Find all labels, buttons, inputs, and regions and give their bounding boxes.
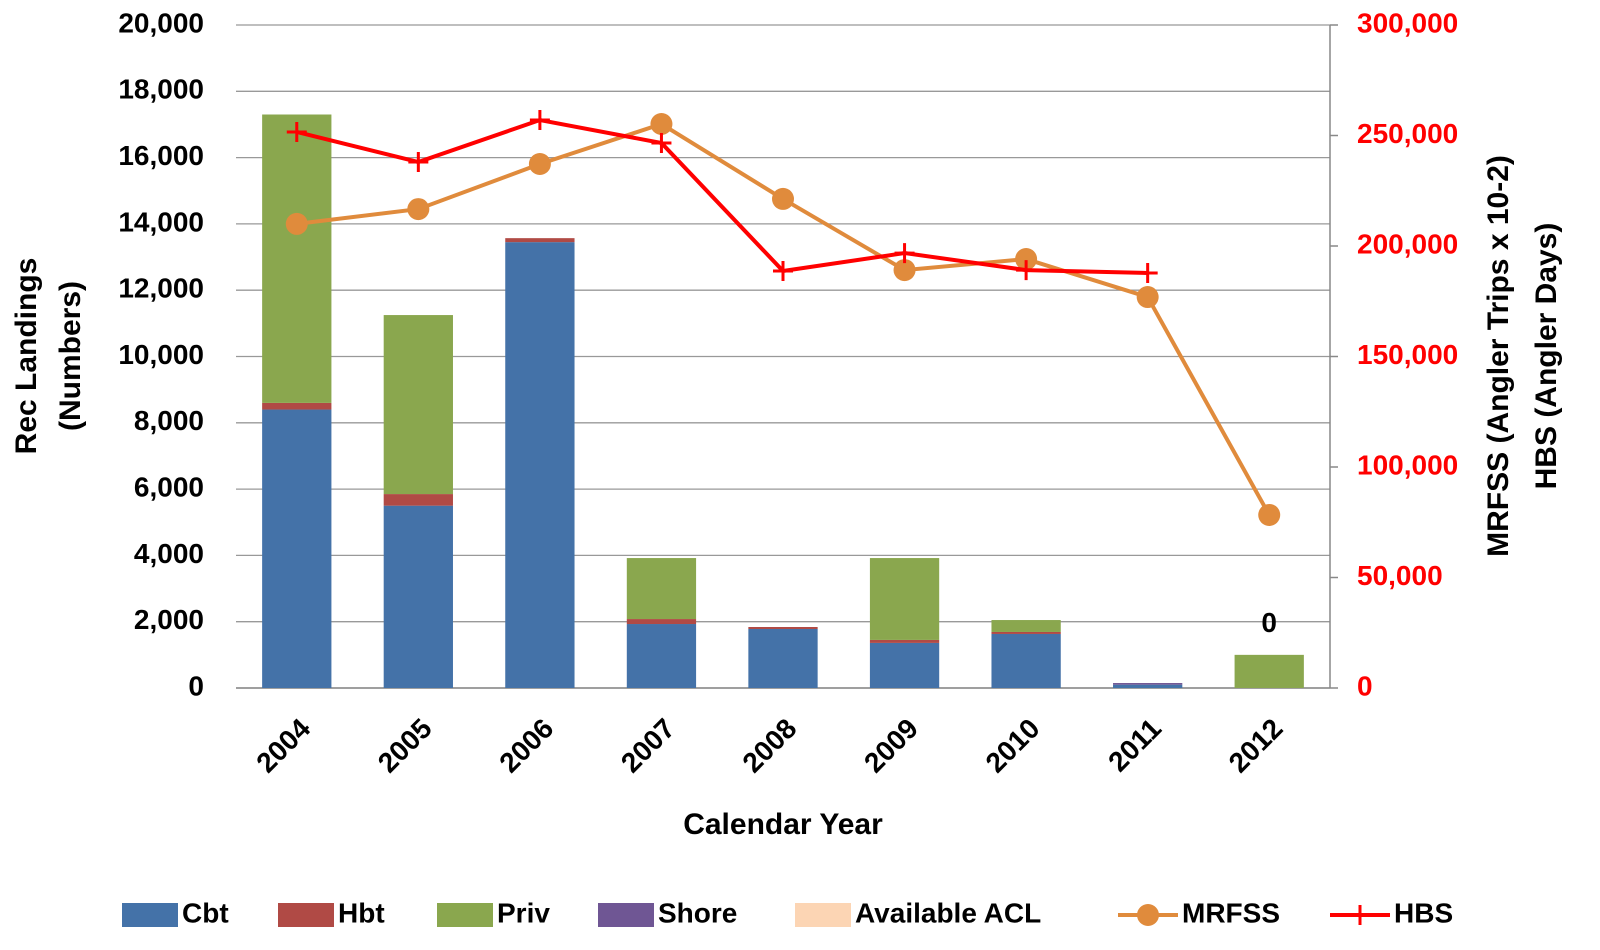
- bar: [1113, 683, 1183, 685]
- y-tick-label: 4,000: [134, 538, 204, 569]
- legend-swatch: [278, 903, 334, 927]
- marker: [408, 152, 429, 173]
- y-tick-label: 20,000: [118, 7, 204, 38]
- data-label: 0: [1261, 607, 1277, 638]
- bar: [1234, 654, 1304, 688]
- marker: [893, 259, 916, 282]
- marker: [1015, 248, 1038, 271]
- y2-tick-label: 100,000: [1357, 449, 1458, 480]
- line: [296, 117, 1148, 275]
- y2-tick-label: 250,000: [1357, 118, 1458, 149]
- bar: [991, 620, 1061, 632]
- legend-item: Priv: [437, 897, 550, 928]
- y-tick-label: 2,000: [134, 604, 204, 635]
- y2-tick-label: 0: [1357, 670, 1373, 701]
- x-tick-label: 2004: [250, 712, 316, 778]
- bar: [626, 619, 697, 625]
- y-tick-label: 16,000: [118, 140, 204, 171]
- y2-tick-label: 50,000: [1357, 560, 1443, 591]
- marker: [1258, 503, 1281, 526]
- legend-swatch: [598, 903, 654, 927]
- marker: [773, 260, 793, 281]
- bar: [626, 558, 697, 620]
- marker: [529, 110, 550, 131]
- marker: [651, 133, 672, 154]
- bar: [1113, 684, 1183, 688]
- y-tick-label: 6,000: [134, 471, 204, 502]
- bar: [262, 409, 332, 688]
- x-tick-label: 2006: [493, 713, 559, 779]
- marker: [407, 198, 430, 221]
- marker: [894, 243, 915, 264]
- bar: [383, 505, 453, 688]
- marker: [528, 153, 551, 176]
- legend-label: Cbt: [182, 897, 229, 928]
- bar: [991, 633, 1061, 688]
- bar: [262, 114, 332, 403]
- x-tick-label: 2007: [615, 713, 681, 779]
- y-axis-title: (Numbers): [54, 281, 87, 431]
- x-tick-label: 2012: [1223, 713, 1289, 779]
- legend-item: HBS: [1330, 897, 1453, 928]
- y2-tick-label: 150,000: [1357, 339, 1458, 370]
- x-tick-label: 2011: [1102, 713, 1167, 778]
- x-tick-label: 2008: [736, 713, 802, 779]
- y2-tick-label: 200,000: [1357, 228, 1458, 259]
- legend-label: MRFSS: [1182, 897, 1280, 928]
- legend-item: Shore: [598, 897, 737, 928]
- bar: [626, 624, 697, 688]
- bar: [505, 242, 575, 688]
- marker: [286, 121, 307, 142]
- y-tick-label: 0: [188, 670, 204, 701]
- marker: [772, 187, 794, 210]
- legend-item: Cbt: [122, 897, 229, 928]
- legend-item: Hbt: [278, 897, 385, 928]
- legend-swatch: [437, 903, 493, 927]
- y-tick-label: 14,000: [118, 206, 204, 237]
- y-tick-label: 18,000: [118, 74, 204, 105]
- bar: [869, 642, 940, 688]
- legend-marker: [1137, 904, 1159, 926]
- bar: [505, 238, 575, 243]
- x-tick-label: 2005: [372, 713, 438, 779]
- y-tick-label: 12,000: [118, 273, 204, 304]
- x-tick-label: 2009: [858, 713, 924, 779]
- legend-item: MRFSS: [1118, 897, 1280, 928]
- legend-marker: [1350, 905, 1370, 925]
- y2-axis-title: HBS (Angler Days): [1530, 223, 1563, 490]
- legend-label: HBS: [1394, 897, 1453, 928]
- legend-label: Hbt: [338, 897, 385, 928]
- y2-axis-title: MRFSS (Angler Trips x 10-2): [1482, 155, 1515, 557]
- marker: [1136, 286, 1159, 309]
- bar: [262, 402, 332, 410]
- x-axis-title: Calendar Year: [683, 808, 883, 841]
- y-axis-title: Rec Landings: [10, 258, 43, 455]
- legend-label: Shore: [658, 897, 737, 928]
- y-tick-label: 8,000: [134, 405, 204, 436]
- legend-label: Available ACL: [855, 897, 1041, 928]
- legend-label: Priv: [497, 897, 550, 928]
- marker: [650, 113, 673, 136]
- marker: [285, 212, 308, 235]
- marker: [1137, 262, 1158, 283]
- bar: [383, 494, 453, 506]
- bar: [869, 639, 940, 643]
- x-tick-label: 2010: [980, 713, 1046, 779]
- legend-item: Available ACL: [795, 897, 1041, 928]
- bar: [991, 631, 1061, 634]
- legend-swatch: [122, 903, 178, 927]
- bar: [383, 315, 453, 495]
- bar: [869, 558, 940, 640]
- bar: [748, 627, 818, 629]
- bar: [748, 628, 818, 688]
- legend-swatch: [795, 903, 851, 927]
- y-tick-label: 10,000: [118, 339, 204, 370]
- y2-tick-label: 300,000: [1357, 7, 1458, 38]
- marker: [1016, 260, 1037, 281]
